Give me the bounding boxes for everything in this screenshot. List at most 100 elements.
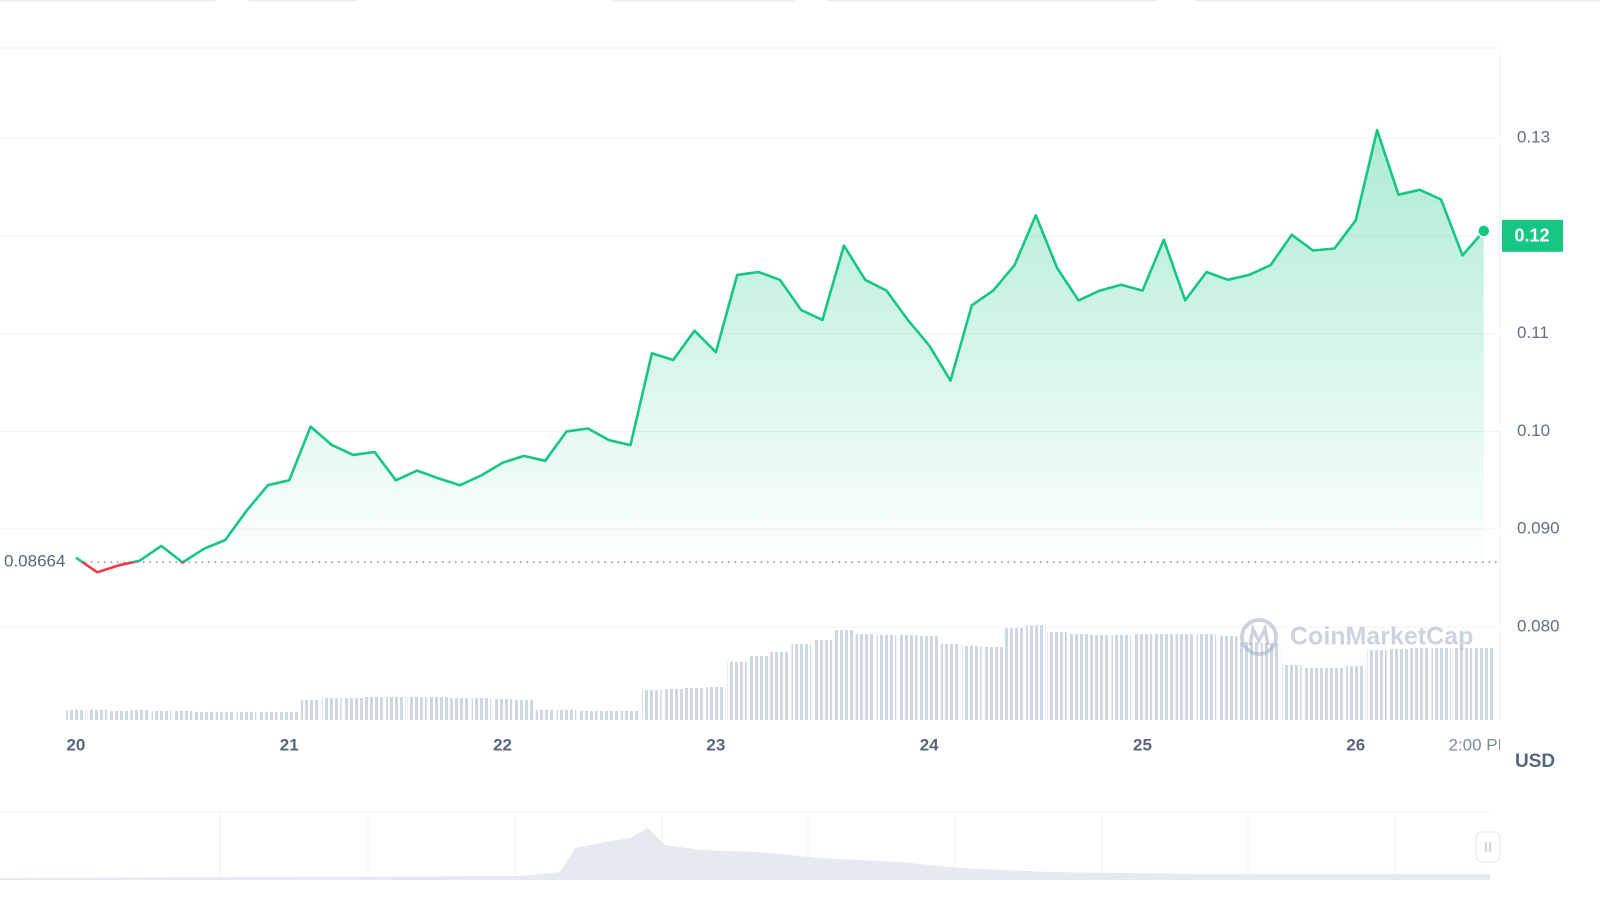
volume-bar	[1474, 648, 1494, 720]
volume-bar	[1132, 634, 1153, 720]
baseline-label: 0.08664	[4, 552, 65, 571]
plot: 0.08664	[0, 128, 1500, 575]
volume-bar	[1004, 628, 1025, 720]
volume-bar	[514, 700, 534, 720]
volume-bar	[1367, 650, 1387, 720]
x-tick-label: 25	[1133, 735, 1152, 754]
navigator-handle[interactable]	[1475, 831, 1501, 863]
volume-bar	[1324, 668, 1345, 720]
volume-bar	[663, 689, 683, 720]
volume-bar	[1303, 668, 1323, 720]
volume-bar	[215, 712, 235, 720]
volume-bar	[620, 711, 641, 720]
volume-bar	[791, 644, 811, 720]
currency-label: USD	[1515, 751, 1555, 772]
volume-bar	[556, 710, 577, 720]
volume-bar	[940, 644, 961, 720]
tab[interactable]	[244, 0, 362, 2]
volume-bar	[1260, 643, 1281, 720]
volume-bar	[343, 698, 363, 720]
volume-bar	[407, 697, 427, 720]
volume-bar	[300, 700, 321, 720]
volume-bar	[535, 710, 555, 720]
volume-bar	[1431, 648, 1451, 720]
volume-bar	[172, 711, 193, 720]
volume-bar	[876, 635, 897, 720]
volume-bar	[428, 697, 449, 720]
navigator	[0, 811, 1501, 880]
y-tick-label: 0.10	[1517, 421, 1550, 440]
volume-bar	[642, 690, 662, 720]
volume-bar	[962, 646, 982, 720]
volume-bar	[1196, 634, 1217, 720]
volume-bar	[151, 711, 171, 720]
volume-bar	[1068, 634, 1089, 720]
volume-bar	[1388, 649, 1409, 720]
volume-bar	[684, 688, 705, 720]
current-price-box	[1502, 219, 1563, 252]
volume-bar	[1026, 625, 1046, 720]
watermark-text: CoinMarketCap	[1290, 623, 1473, 651]
volume-bar	[748, 656, 769, 720]
volume-bar	[855, 634, 875, 720]
tab[interactable]	[822, 0, 1162, 2]
volume-bar	[194, 712, 214, 720]
x-axis-labels: 20 21 22 23 24 25 26 2:00 PM	[66, 735, 1512, 754]
x-tick-label: 24	[920, 735, 939, 754]
x-tick-label: 22	[493, 735, 512, 754]
x-tick-label: 26	[1346, 735, 1365, 754]
watermark-logo	[1248, 623, 1270, 646]
y-tick-label: 0.080	[1517, 617, 1560, 636]
volume-bar	[599, 711, 619, 720]
volume-bar	[471, 698, 491, 720]
volume-bar	[108, 711, 129, 720]
tab[interactable]	[608, 0, 798, 2]
volume-bar	[450, 698, 470, 720]
y-tick-label: 0.11	[1517, 323, 1549, 342]
watermark-logo	[1240, 618, 1278, 656]
volume-bar	[1047, 632, 1067, 720]
price-area	[75, 130, 1484, 573]
volume-bar	[983, 647, 1003, 720]
x-tick-label: 23	[706, 735, 725, 754]
volume-bar	[578, 711, 598, 720]
price-line	[75, 128, 1485, 574]
volume-bar	[1239, 642, 1259, 720]
volume-bar	[1111, 635, 1131, 720]
volume-bar	[727, 662, 747, 720]
volume-bar	[66, 710, 86, 720]
x-tick-label: 2:00 PM	[1449, 735, 1512, 754]
volume-bar	[1218, 636, 1238, 720]
volume-bar	[898, 635, 918, 720]
volume-bar	[322, 698, 342, 720]
volume-bar	[87, 710, 107, 720]
baseline-label-bg	[0, 550, 80, 575]
volume-bar	[279, 712, 299, 720]
volume-bar	[919, 636, 939, 720]
volume	[66, 625, 1494, 720]
volume-bar	[130, 710, 150, 720]
volume-bar	[1090, 635, 1110, 720]
y-tick-label: 0.13	[1517, 127, 1550, 146]
volume-bar	[1452, 648, 1473, 720]
volume-bar	[812, 640, 833, 720]
volume-bar	[834, 630, 854, 720]
last-point	[1477, 224, 1491, 238]
volume-bar	[236, 712, 257, 720]
volume-bar	[364, 697, 385, 720]
volume-bar	[1154, 634, 1174, 720]
axes: 0.080 0.090 0.10 0.11 0.12 0.13 20 21 22 23 24 25 26…	[66, 127, 1563, 754]
x-tick-label: 20	[66, 735, 85, 754]
volume-bar	[1346, 666, 1366, 720]
tab[interactable]	[0, 0, 220, 2]
x-tick-label: 21	[280, 735, 299, 754]
volume-bar	[1282, 665, 1302, 720]
navigator-area	[0, 828, 1490, 880]
volume-bar	[1175, 634, 1195, 720]
volume-bar	[386, 697, 406, 720]
volume-bar	[258, 712, 278, 720]
volume-bar	[492, 699, 513, 720]
volume-bar	[770, 652, 790, 720]
tab[interactable]	[1190, 0, 1600, 2]
